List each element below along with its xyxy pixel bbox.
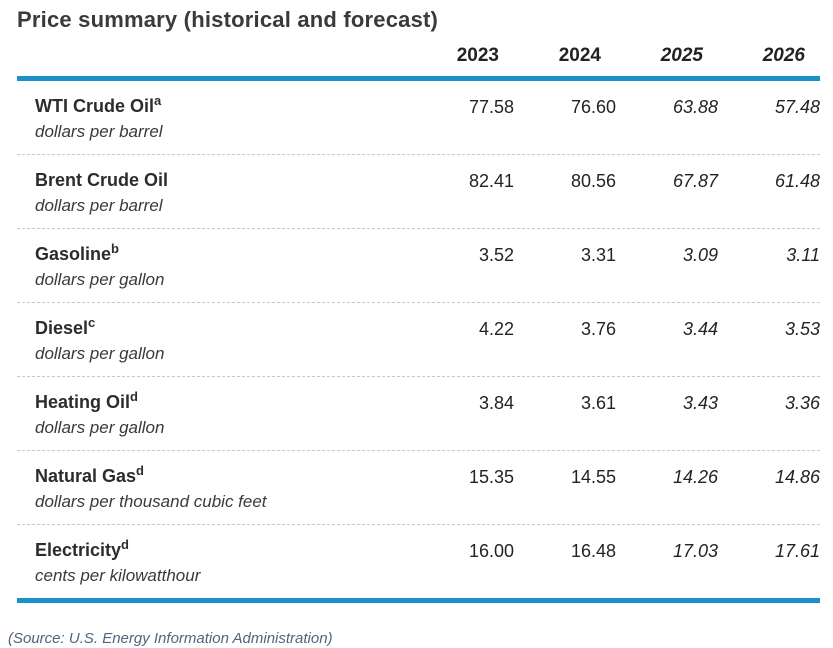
value-cell: 77.58 [468,97,514,117]
value-cell: 16.48 [570,541,616,561]
value-cell: 14.55 [570,467,616,487]
row-name-text: Electricity [35,540,122,560]
value-cell: 3.53 [784,319,820,339]
value-cell: 14.86 [774,467,820,487]
value-cell: 82.41 [468,171,514,191]
table-row: Brent Crude Oil dollars per barrel 82.41… [17,155,820,229]
value-cell: 3.52 [478,245,514,265]
value-cell: 15.35 [468,467,514,487]
row-label: Dieselc dollars per gallon [17,315,412,364]
source-note: (Source: U.S. Energy Information Adminis… [8,630,333,647]
row-name-text: WTI Crude Oil [35,96,154,116]
row-unit: dollars per barrel [35,122,163,141]
row-unit: dollars per gallon [35,270,165,289]
value-cell: 57.48 [774,97,820,117]
table-row: Gasolineb dollars per gallon 3.52 3.31 3.0… [17,229,820,303]
row-label: WTI Crude Oila dollars per barrel [17,93,412,142]
value-cell: 14.26 [672,467,718,487]
row-name: Heating Oild [35,389,412,413]
table-row: Electricityd cents per kilowatthour 16.0… [17,525,820,598]
column-header-2026: 2026 [762,45,805,66]
row-name-text: Gasoline [35,244,112,264]
row-name-text: Heating Oil [35,392,131,412]
value-cell: 3.76 [580,319,616,339]
value-cell: 16.00 [468,541,514,561]
column-header-2025: 2025 [660,45,703,66]
row-unit: dollars per barrel [35,196,163,215]
row-label: Natural Gasd dollars per thousand cubic … [17,463,412,512]
row-name: WTI Crude Oila [35,93,412,117]
value-cell: 76.60 [570,97,616,117]
row-label: Heating Oild dollars per gallon [17,389,412,438]
row-label: Electricityd cents per kilowatthour [17,537,412,586]
row-name-text: Brent Crude Oil [35,170,169,190]
value-cell: 3.61 [580,393,616,413]
column-header-2023: 2023 [456,45,499,66]
row-superscript: b [111,241,119,256]
value-cell: 67.87 [672,171,718,191]
row-unit: cents per kilowatthour [35,566,201,585]
table-row: Natural Gasd dollars per thousand cubic … [17,451,820,525]
table-body: WTI Crude Oila dollars per barrel 77.58 7… [17,81,820,603]
row-label: Gasolineb dollars per gallon [17,241,412,290]
page-title: Price summary (historical and forecast) [17,7,439,32]
value-cell: 3.84 [478,393,514,413]
row-name: Electricityd [35,537,412,561]
value-cell: 61.48 [774,171,820,191]
row-superscript: d [130,389,138,404]
header-spacer [17,45,397,76]
value-cell: 17.61 [774,541,820,561]
value-cell: 17.03 [672,541,718,561]
row-superscript: d [121,537,129,552]
value-cell: 3.44 [682,319,718,339]
row-name-text: Natural Gas [35,466,137,486]
value-cell: 3.11 [786,245,820,265]
value-cell: 3.09 [682,245,718,265]
row-unit: dollars per gallon [35,344,165,363]
value-cell: 4.22 [478,319,514,339]
row-unit: dollars per gallon [35,418,165,437]
value-cell: 3.36 [784,393,820,413]
row-superscript: a [154,93,162,108]
row-name: Gasolineb [35,241,412,265]
row-name: Natural Gasd [35,463,412,487]
value-cell: 63.88 [672,97,718,117]
row-name: Brent Crude Oil [35,169,412,191]
table-header-row: 2023 2024 2025 2026 [17,45,820,81]
table-row: WTI Crude Oila dollars per barrel 77.58 7… [17,81,820,155]
value-cell: 3.31 [580,245,616,265]
row-superscript: c [88,315,96,330]
row-superscript: d [136,463,144,478]
value-cell: 80.56 [570,171,616,191]
row-label: Brent Crude Oil dollars per barrel [17,169,412,216]
row-unit: dollars per thousand cubic feet [35,492,267,511]
row-name-text: Diesel [35,318,89,338]
column-header-2024: 2024 [558,45,601,66]
value-cell: 3.43 [682,393,718,413]
table-row: Heating Oild dollars per gallon 3.84 3.61… [17,377,820,451]
row-name: Dieselc [35,315,412,339]
table-row: Dieselc dollars per gallon 4.22 3.76 3.44 3… [17,303,820,377]
